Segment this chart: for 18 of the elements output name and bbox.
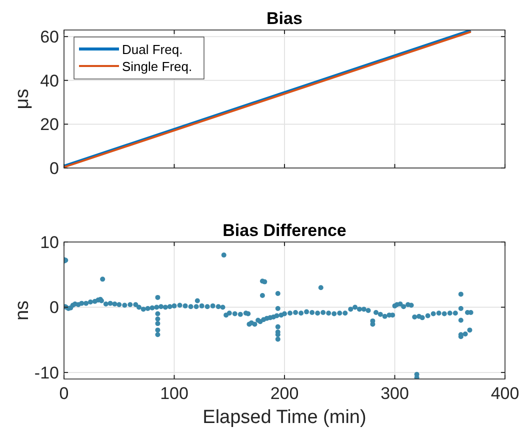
y-tick-label: 60 bbox=[40, 28, 59, 47]
y-axis-title: ns bbox=[12, 300, 33, 321]
y-tick-label: -10 bbox=[34, 363, 59, 382]
legend-label: Dual Freq. bbox=[122, 42, 183, 57]
y-tick-label: 20 bbox=[40, 115, 59, 134]
y-tick-label: 10 bbox=[40, 233, 59, 252]
y-tick-label: 40 bbox=[40, 71, 59, 90]
x-tick-label: 100 bbox=[160, 384, 188, 403]
x-tick-label: 300 bbox=[380, 384, 409, 403]
x-axis-title: Elapsed Time (min) bbox=[202, 407, 366, 428]
x-tick-label: 200 bbox=[270, 384, 299, 403]
x-tick-label: 400 bbox=[490, 384, 520, 403]
y-tick-label: 0 bbox=[50, 298, 59, 318]
chart-title: Bias Difference bbox=[222, 221, 346, 240]
y-tick-label: 0 bbox=[50, 159, 59, 178]
chart-title: Bias bbox=[266, 9, 302, 28]
legend-label: Single Freq. bbox=[122, 59, 192, 74]
y-axis-title: μs bbox=[12, 88, 33, 110]
